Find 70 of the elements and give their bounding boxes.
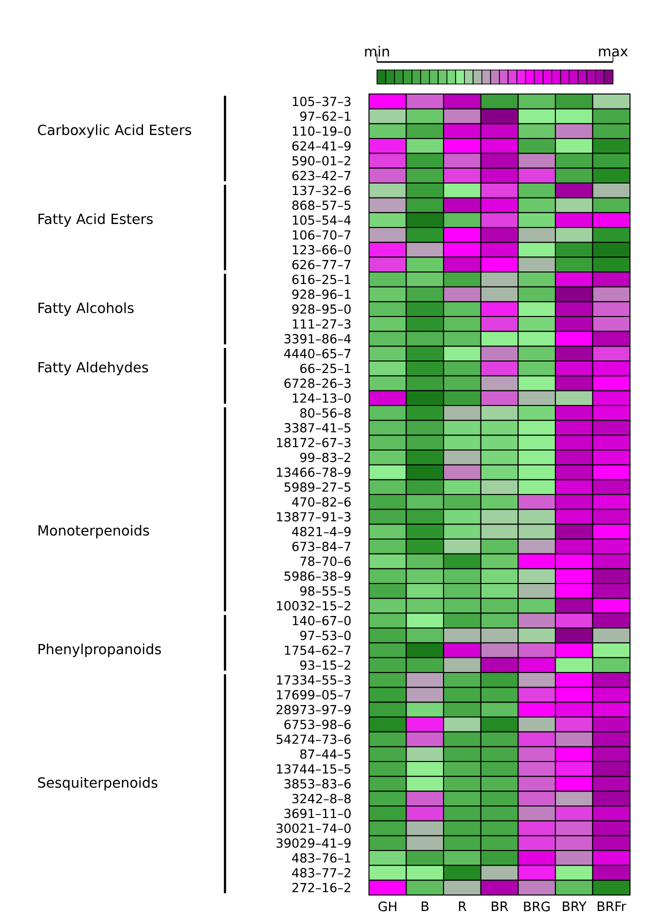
y-tick-label: 6728–26–3 — [284, 378, 350, 388]
y-tick-label: 6753–98–6 — [284, 720, 351, 730]
y-tick-label: 124–13–0 — [292, 393, 351, 403]
y-tick-label: 13466–78–9 — [277, 468, 351, 477]
y-tick-label: 123–66–0 — [292, 245, 351, 254]
color-bar-label: max — [599, 48, 628, 56]
y-tick-label: 17334–55–3 — [277, 675, 350, 685]
y2-tick-label: Monoterpenoids — [38, 524, 150, 538]
y-tick-label: 5989–27–5 — [284, 482, 350, 492]
y2-tick-label: Carboxylic Acid Esters — [38, 124, 192, 138]
x-tick-label: GH — [378, 902, 396, 912]
y-tick-label: 97–53–0 — [300, 630, 351, 640]
y-tick-label: 10032–15–2 — [277, 601, 350, 610]
y-tick-label: 66–25–1 — [300, 364, 350, 374]
y-tick-label: 868–57–5 — [292, 200, 350, 210]
y-tick-label: 137–32–6 — [292, 186, 351, 196]
y-tick-label: 80–56–8 — [300, 408, 351, 418]
color-bar-label: min — [365, 46, 389, 56]
y-tick-label: 928–96–1 — [292, 290, 350, 299]
y-tick-label: 98–55–5 — [300, 586, 350, 596]
y-tick-label: 78–70–6 — [300, 556, 351, 566]
y-tick-label: 140–67–0 — [292, 616, 351, 626]
x-tick-label: BRFr — [598, 902, 626, 911]
y-tick-label: 3691–11–0 — [284, 808, 351, 818]
y-tick-label: 483–76–1 — [292, 853, 350, 863]
y-tick-label: 4440–65–7 — [284, 348, 350, 358]
y-tick-label: 30021–74–0 — [276, 824, 351, 833]
y-tick-label: 39029–41–9 — [276, 838, 351, 848]
y-tick-label: 616–25–1 — [292, 274, 350, 284]
y2-tick-label: Fatty Aldehydes — [38, 362, 148, 376]
y-tick-label: 483–77–2 — [292, 868, 350, 878]
y-tick-label: 673–84–7 — [292, 542, 350, 552]
y2-tick-label: Fatty Alcohols — [38, 302, 134, 316]
y-tick-label: 470–82–6 — [292, 497, 351, 507]
y-tick-label: 54274–73–6 — [276, 734, 351, 744]
y2-tick-label: Fatty Acid Esters — [38, 213, 153, 227]
y-tick-label: 4821–4–9 — [292, 526, 351, 536]
y-tick-label: 3853–83–6 — [284, 779, 351, 788]
x-tick-label: BRG — [524, 902, 550, 912]
x-tick-label: B — [422, 902, 428, 911]
x-tick-label: R — [458, 902, 466, 911]
y-tick-label: 106–70–7 — [292, 230, 350, 240]
y-tick-label: 13877–91–3 — [277, 512, 350, 522]
y-tick-label: 93–15–2 — [300, 660, 350, 670]
y-tick-label: 105–54–4 — [292, 215, 351, 225]
y-tick-label: 105–37–3 — [292, 96, 350, 106]
y-tick-label: 1754–62–7 — [284, 646, 350, 655]
y-tick-label: 97–62–1 — [300, 112, 350, 121]
y-tick-label: 272–16–2 — [292, 882, 350, 892]
y2-tick-label: Phenylpropanoids — [38, 644, 161, 658]
y-tick-label: 111–27–3 — [292, 319, 350, 329]
y-tick-label: 3387–41–5 — [284, 423, 350, 432]
y-tick-label: 5986–38–9 — [284, 571, 351, 581]
y-tick-label: 17699–05–7 — [277, 690, 350, 700]
y-tick-label: 13744–15–5 — [277, 764, 350, 774]
y-tick-label: 99–83–2 — [300, 452, 350, 462]
y-tick-label: 87–44–5 — [300, 749, 350, 759]
y-tick-label: 590–01–2 — [292, 156, 350, 166]
y-tick-label: 623–42–7 — [292, 170, 350, 180]
y-tick-label: 28973–97–9 — [276, 704, 351, 714]
x-tick-label: BRY — [562, 902, 587, 911]
y2-tick-label: Sesquiterpenoids — [38, 777, 158, 791]
y-tick-label: 110–19–0 — [292, 126, 351, 136]
y-tick-label: 18172–67–3 — [277, 438, 350, 448]
y-tick-label: 3391–86–4 — [284, 334, 351, 344]
y-tick-label: 928–95–0 — [292, 304, 351, 314]
y-tick-label: 626–77–7 — [292, 260, 350, 270]
y-tick-label: 624–41–9 — [292, 141, 351, 151]
x-tick-label: BR — [492, 902, 508, 911]
y-tick-label: 3242–8–8 — [292, 794, 351, 804]
